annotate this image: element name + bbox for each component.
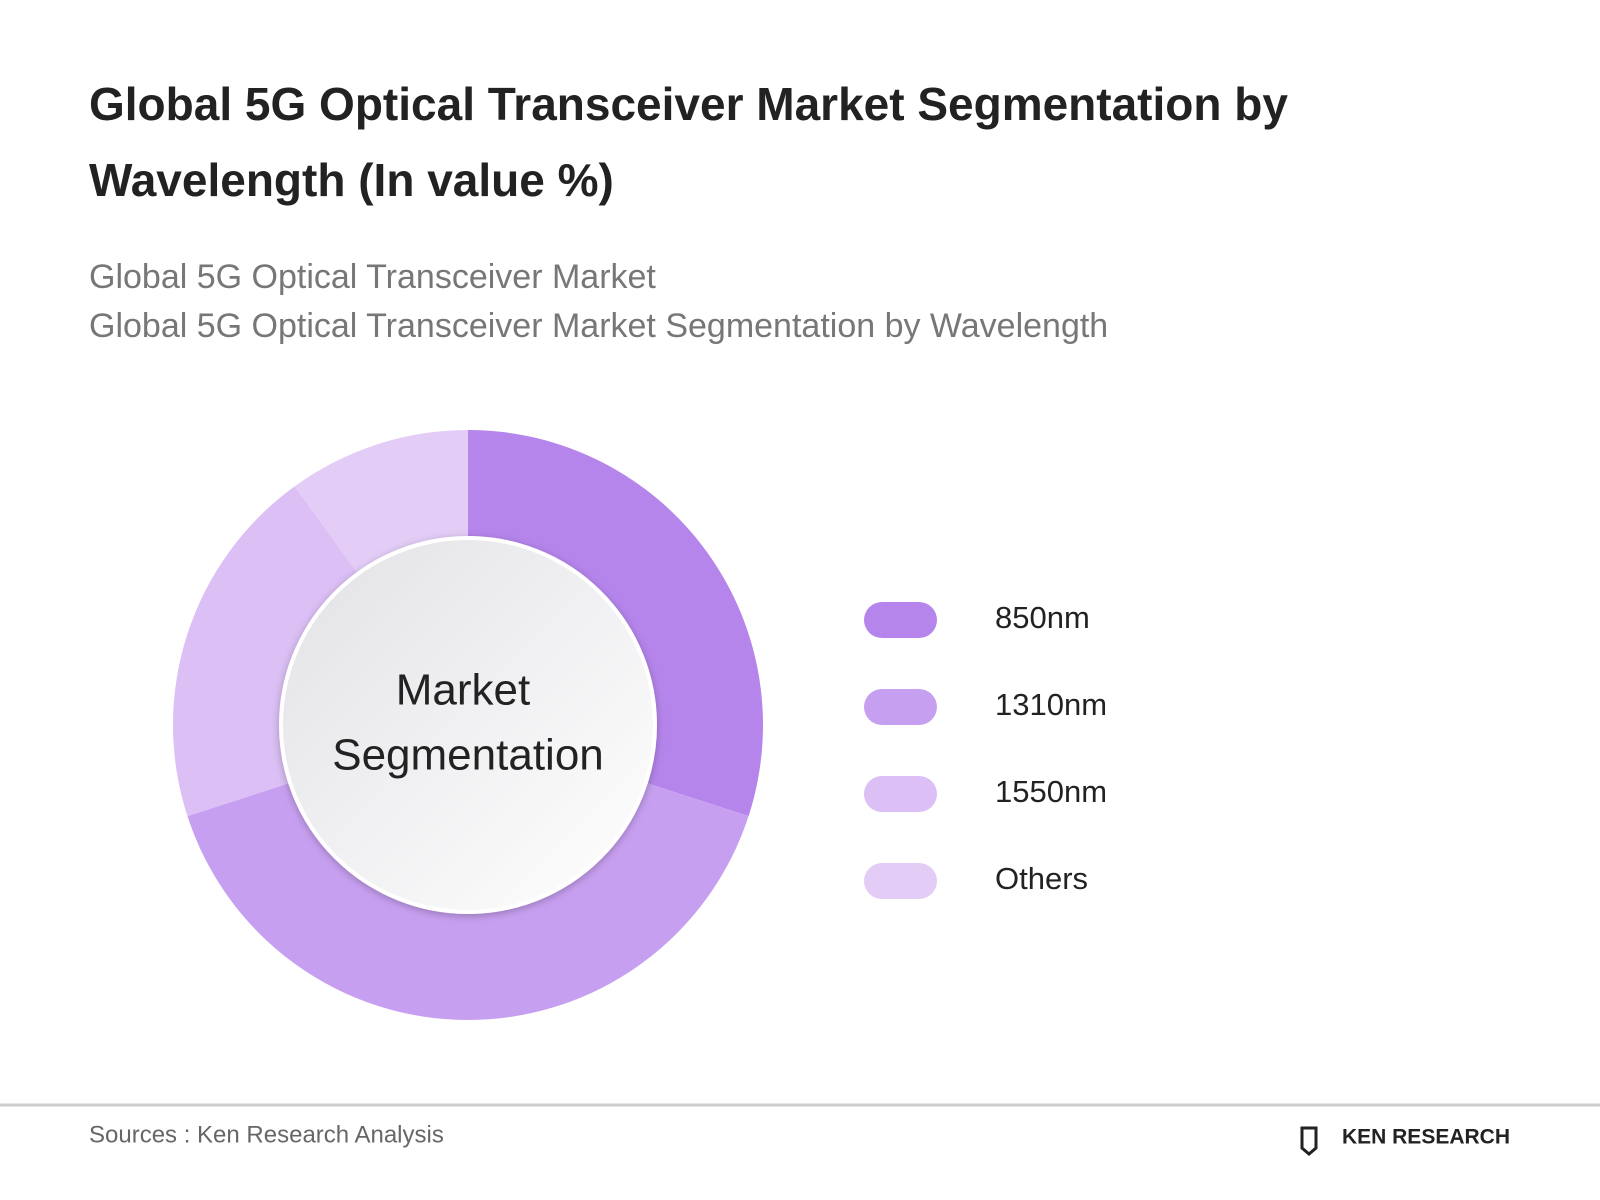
legend-label: Others — [995, 861, 1088, 896]
chart-title: Global 5G Optical Transceiver Market Seg… — [89, 78, 1288, 206]
legend-swatch — [864, 863, 937, 899]
legend-label: 1310nm — [995, 687, 1107, 722]
legend-label: 1550nm — [995, 774, 1107, 809]
logo-icon — [1300, 1126, 1318, 1156]
center-label: Segmentation — [332, 731, 604, 780]
subtitle: Global 5G Optical Transceiver Market — [89, 258, 656, 296]
center-label: Market — [396, 666, 530, 715]
center-disc — [279, 536, 657, 914]
legend-swatch — [864, 602, 937, 638]
legend-swatch — [864, 776, 937, 812]
slice — [173, 486, 380, 817]
source: Sources : Ken Research Analysis — [89, 1121, 444, 1148]
legend-swatch — [864, 689, 937, 725]
legend-label: 850nm — [995, 600, 1090, 635]
subtitle: Global 5G Optical Transceiver Market Seg… — [89, 307, 1109, 345]
logo: KEN RESEARCH — [1342, 1126, 1510, 1149]
